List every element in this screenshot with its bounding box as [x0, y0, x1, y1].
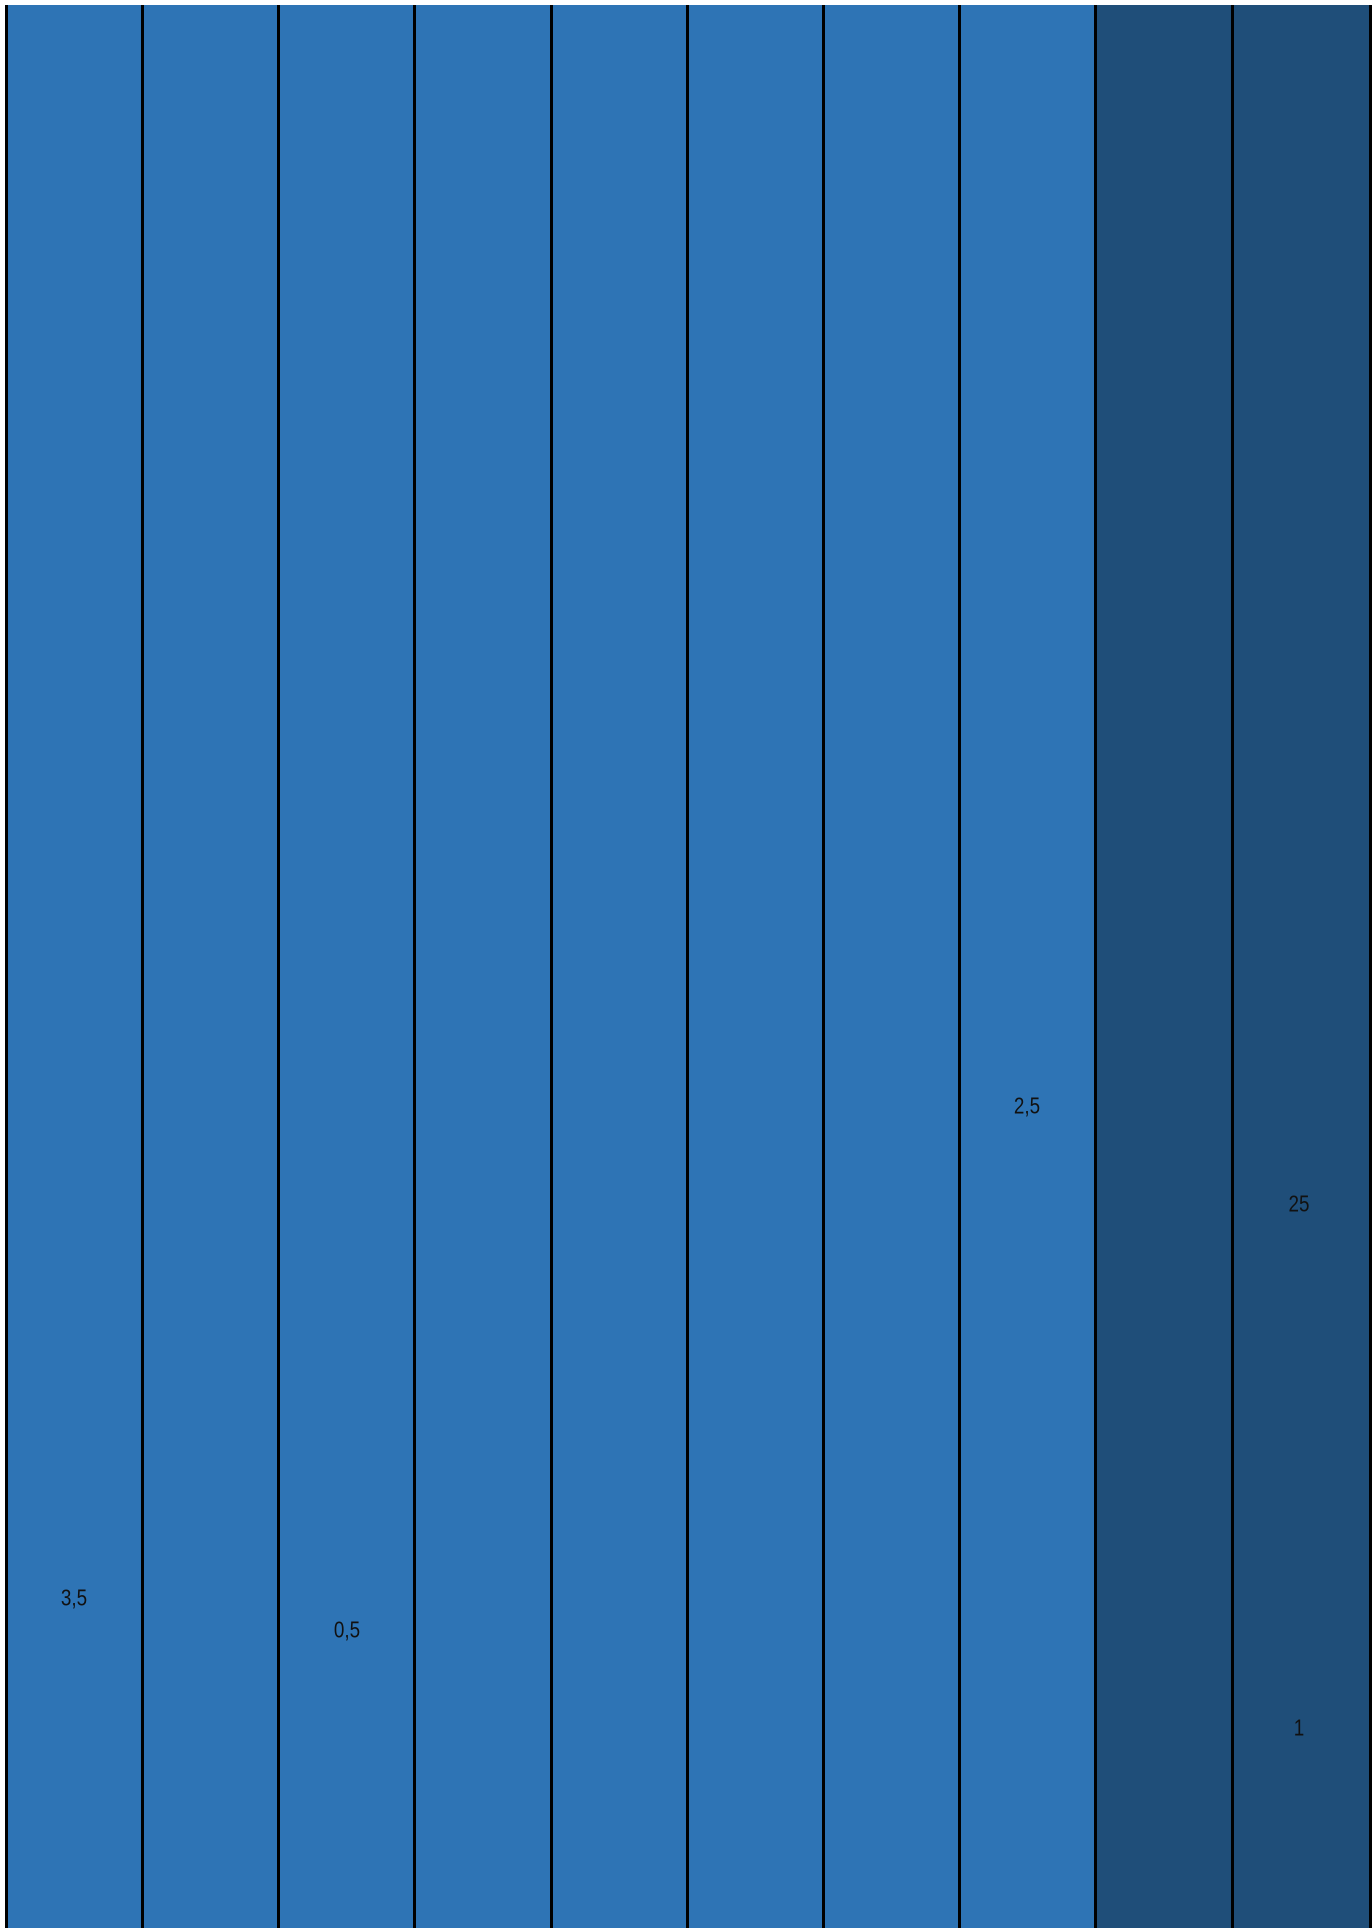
column	[686, 5, 822, 1928]
cell-label: 2,5	[1013, 1092, 1041, 1119]
cell-label: 1	[1293, 1714, 1305, 1741]
column	[550, 5, 686, 1928]
cell-label: 25	[1288, 1190, 1310, 1217]
column	[822, 5, 958, 1928]
cell-label: 3,5	[60, 1584, 88, 1611]
column	[141, 5, 277, 1928]
cell-label: 0,5	[333, 1616, 361, 1643]
column	[958, 5, 1094, 1928]
column	[5, 5, 141, 1928]
column	[1094, 5, 1231, 1928]
column	[413, 5, 550, 1928]
column	[277, 5, 413, 1928]
column	[1231, 5, 1372, 1928]
